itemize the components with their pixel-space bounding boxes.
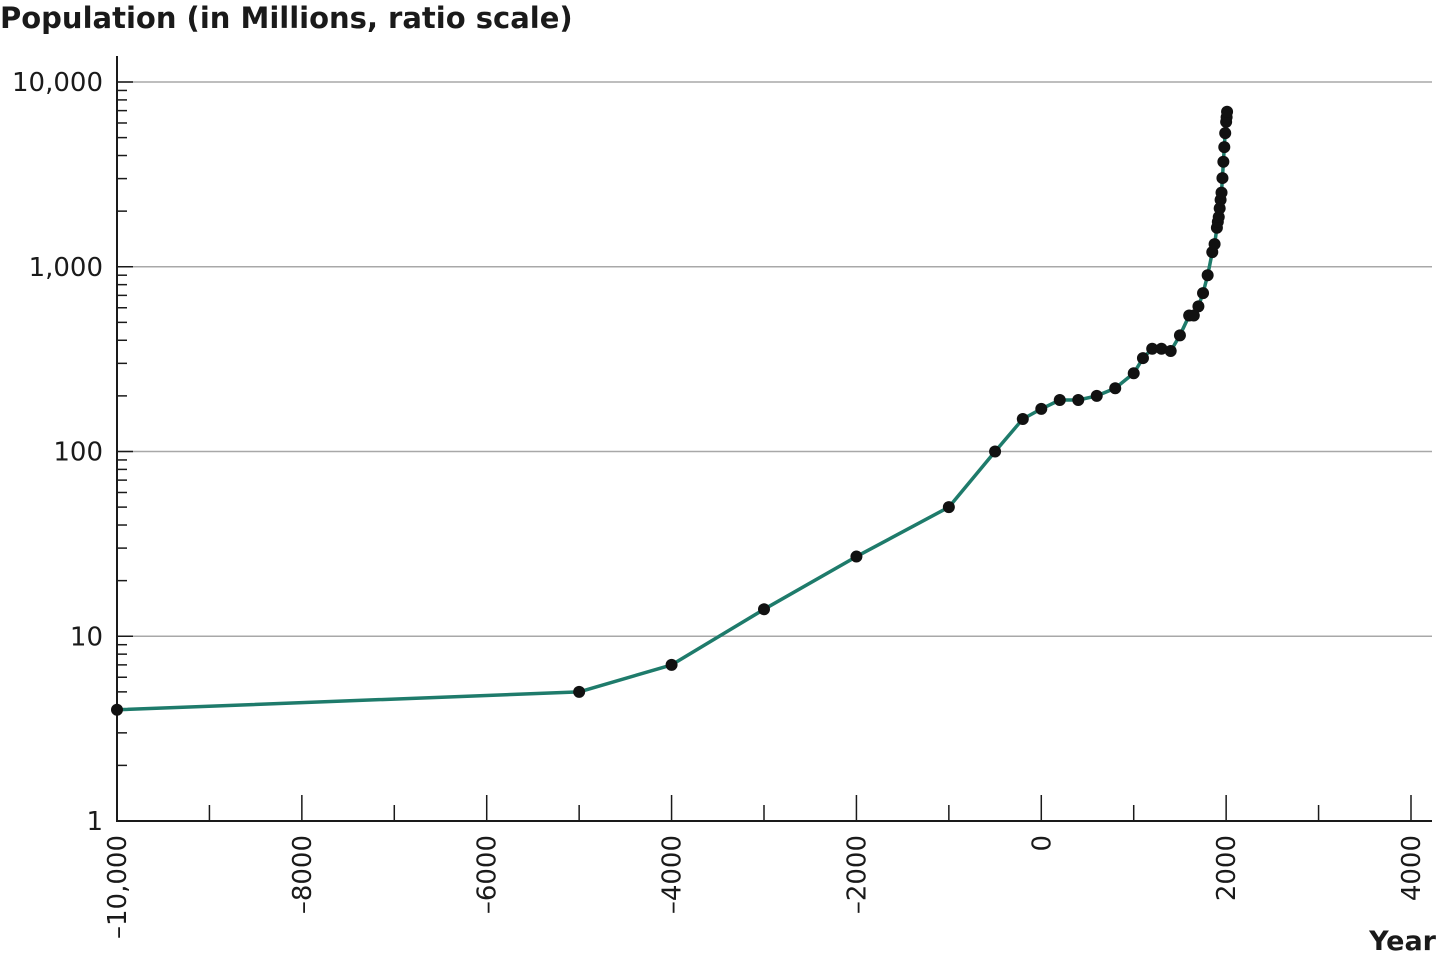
data-point — [1136, 352, 1149, 365]
x-tick-label: –6000 — [473, 835, 503, 914]
data-point — [1192, 300, 1205, 313]
data-point — [1146, 342, 1159, 355]
y-tick-label: 1 — [86, 807, 103, 837]
data-point — [1217, 155, 1230, 168]
data-point — [1221, 105, 1234, 118]
data-point — [665, 658, 678, 671]
data-point — [1197, 287, 1210, 300]
data-point — [1216, 172, 1229, 185]
data-point — [1164, 344, 1177, 357]
data-point — [942, 501, 955, 514]
data-point — [111, 703, 123, 716]
x-tick-label: –8000 — [288, 835, 318, 914]
data-point — [1109, 382, 1122, 395]
y-tick-label: 100 — [53, 438, 103, 468]
x-tick-label: 4000 — [1397, 835, 1427, 901]
data-point — [1173, 329, 1186, 342]
series-layer — [111, 105, 1234, 716]
data-point — [1016, 412, 1029, 425]
data-point — [1155, 342, 1168, 355]
data-point — [850, 550, 863, 563]
horizontal-gridlines — [117, 81, 1432, 637]
data-point — [1127, 367, 1140, 380]
y-tick-label: 10 — [70, 622, 103, 652]
population-line — [116, 111, 1229, 712]
x-tick-label: 0 — [1027, 835, 1057, 852]
x-tick-label: –4000 — [658, 835, 688, 914]
data-point — [989, 445, 1002, 458]
data-point — [1072, 394, 1085, 407]
data-point — [1218, 141, 1231, 154]
data-point — [758, 603, 770, 616]
data-point — [1090, 389, 1103, 402]
tick-labels: 1 10 100 1,000 10,000 –10,000 –8000 –6000 –4000 –… — [12, 68, 1427, 939]
axes — [116, 56, 1432, 822]
x-tick-label: 2000 — [1212, 835, 1242, 901]
data-point — [573, 685, 586, 698]
data-point — [1208, 238, 1221, 251]
data-point — [1187, 309, 1200, 322]
y-tick-label: 1,000 — [29, 253, 103, 283]
data-point — [1201, 269, 1214, 282]
chart-title: Population (in Millions, ratio scale) — [0, 1, 573, 35]
data-point — [1035, 402, 1048, 415]
data-point — [1215, 186, 1228, 199]
x-axis-label: Year — [1368, 926, 1437, 957]
x-tick-label: –10,000 — [103, 835, 133, 939]
x-tick-label: –2000 — [842, 835, 872, 914]
data-point — [1219, 127, 1232, 140]
data-point — [1053, 394, 1066, 407]
y-tick-label: 10,000 — [12, 68, 103, 98]
